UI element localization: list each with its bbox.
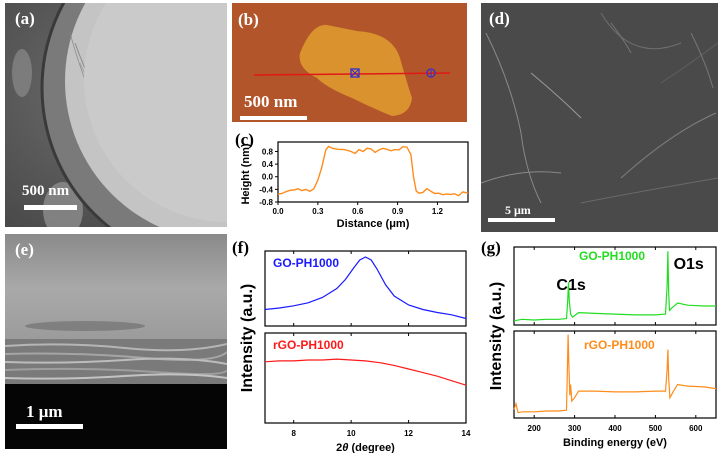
- legend-label: rGO-PH1000: [584, 338, 655, 352]
- legend-label: rGO-PH1000: [273, 338, 344, 352]
- series-line-go-ph1000: [264, 256, 467, 320]
- y-tick-label: 0.8: [262, 147, 274, 156]
- x-axis-label-part: θ: [342, 442, 348, 453]
- afm-marker-circle-icon: [426, 68, 436, 78]
- series-line-go-ph1000: [513, 251, 716, 322]
- x-axis-label-part: 2: [336, 442, 342, 453]
- x-axis-label: 2θ (degree): [336, 442, 395, 453]
- panel-c-label: (c): [235, 130, 254, 149]
- x-tick-label: 0.3: [312, 207, 324, 216]
- panel-e-scalebar: [16, 424, 83, 429]
- panel-e-cross-section-image: [5, 234, 227, 449]
- x-tick-label: 600: [689, 424, 703, 433]
- afm-image-graphic: [232, 3, 467, 122]
- panel-b-scalebar: [240, 116, 307, 120]
- height-profile-line: [277, 145, 469, 197]
- panel-b-label: (b): [238, 10, 259, 29]
- panel-a-scalebar: [24, 205, 77, 210]
- series-line-rgo-ph1000: [264, 358, 467, 386]
- series-line-rgo-ph1000: [513, 334, 717, 414]
- plot-frame: [277, 141, 469, 203]
- o1s-annotation: O1s: [674, 256, 704, 273]
- x-tick-label: 300: [568, 424, 582, 433]
- x-tick-label: 500: [649, 424, 663, 433]
- y-axis-label: Intensity (a.u.): [239, 284, 256, 392]
- panel-f-label: (f): [232, 238, 249, 257]
- panel-e-label: (e): [15, 240, 34, 259]
- y-tick-label: 0.4: [262, 160, 274, 169]
- x-tick-label: 200: [528, 424, 542, 433]
- legend-label: GO-PH1000: [273, 256, 339, 270]
- chart-f-xrd: GO-PH1000 rGO-PH1000 8 10 12 14 2θ (degree) Int…: [239, 250, 471, 453]
- panel-b-afm-image: [232, 3, 467, 122]
- legend-label: GO-PH1000: [579, 249, 645, 263]
- plot-frame-top: [264, 250, 467, 327]
- afm-marker-square-icon: [350, 68, 360, 78]
- panel-g-label: (g): [481, 238, 501, 257]
- x-tick-label: 8: [291, 429, 296, 438]
- plot-frame-bottom: [264, 332, 467, 424]
- panel-d-scale-label: 5 μm: [505, 203, 531, 217]
- y-axis-label: Intensity (a.u.): [488, 282, 505, 390]
- chart-c-height-profile: 0.0 0.3 0.6 0.9 1.2 -0.8 -0.4 0.0 0.4 0.8 Distance…: [240, 141, 469, 230]
- x-tick-label: 1.2: [432, 207, 444, 216]
- x-tick-label: 0.9: [392, 207, 404, 216]
- panel-d-scalebar: [488, 218, 555, 222]
- panel-b-scale-label: 500 nm: [244, 92, 298, 111]
- y-axis-label: Height (nm): [240, 143, 252, 204]
- x-axis-label: Distance (μm): [337, 218, 410, 230]
- cross-section-graphic: [5, 234, 227, 449]
- panel-a-scale-label: 500 nm: [22, 183, 70, 199]
- panel-d-label: (d): [489, 9, 510, 28]
- y-tick-label: -0.4: [259, 185, 273, 194]
- panel-a-tem-image: [5, 3, 227, 227]
- sem-image-graphic: [481, 3, 718, 232]
- y-tick-label: -0.8: [259, 198, 273, 207]
- panel-a-label: (a): [15, 9, 35, 28]
- x-tick-label: 400: [608, 424, 622, 433]
- panel-d-sem-image: [481, 3, 718, 232]
- c1s-annotation: C1s: [556, 277, 585, 294]
- panel-e-scale-label: 1 μm: [26, 402, 63, 421]
- x-tick-label: 0.6: [352, 207, 364, 216]
- tem-image-graphic: [5, 3, 227, 227]
- x-tick-label: 0.0: [272, 207, 284, 216]
- y-tick-label: 0.0: [262, 173, 274, 182]
- x-tick-label: 10: [347, 429, 356, 438]
- x-tick-label: 14: [462, 429, 471, 438]
- chart-g-xps: GO-PH1000 rGO-PH1000 C1s O1s 200 300 400 500 600…: [488, 246, 717, 449]
- x-axis-label-part: (degree): [348, 442, 395, 453]
- x-axis-label: Binding energy (eV): [563, 437, 667, 449]
- x-tick-label: 12: [404, 429, 413, 438]
